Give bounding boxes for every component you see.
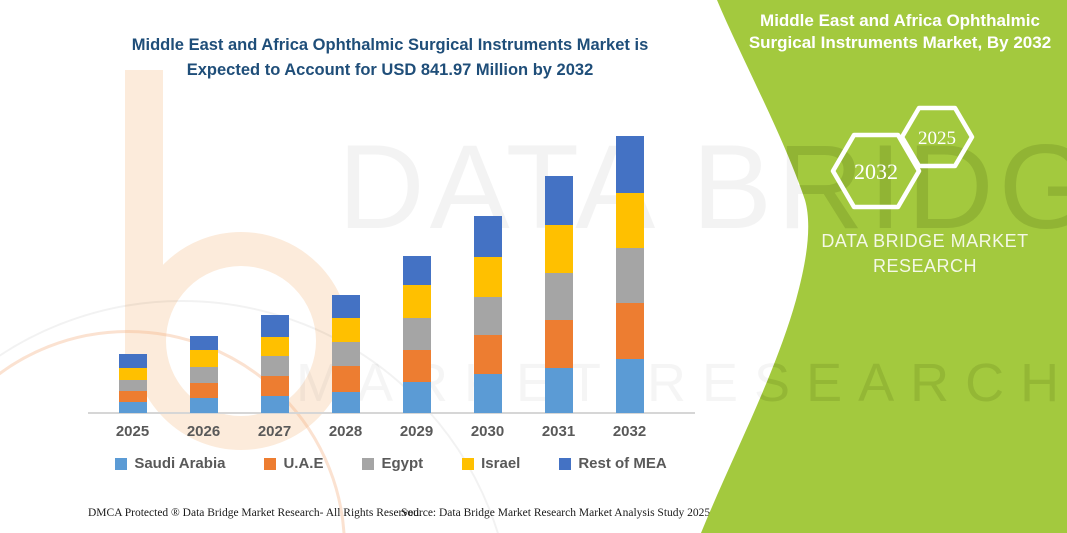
legend-item-rest-of-mea: Rest of MEA: [559, 455, 667, 472]
stacked-bar-2026: [189, 336, 218, 413]
x-axis-label-2028: 2028: [328, 423, 363, 440]
bar-segment-saudi-arabia-2026: [189, 397, 218, 413]
bar-segment-u-a-e-2027: [260, 375, 289, 396]
legend-label: Rest of MEA: [578, 455, 667, 472]
bar-segment-rest-of-mea-2026: [189, 336, 218, 350]
legend-label: Israel: [481, 455, 521, 472]
bar-segment-egypt-2032: [615, 247, 644, 303]
bar-segment-egypt-2030: [473, 297, 502, 336]
stacked-bar-2031: [544, 176, 573, 413]
legend-swatch-icon: [559, 457, 572, 470]
bar-segment-egypt-2025: [118, 379, 147, 391]
legend: Saudi Arabia U.A.E Egypt Israel Rest of MEA: [85, 455, 697, 472]
bar-segment-rest-of-mea-2032: [615, 136, 644, 193]
chart-title-line1: Middle East and Africa Ophthalmic Surgic…: [131, 36, 649, 54]
bar-segment-u-a-e-2025: [118, 390, 147, 402]
legend-item-israel: Israel: [462, 455, 520, 472]
x-axis-label-2025: 2025: [115, 423, 150, 440]
bar-segment-saudi-arabia-2029: [402, 382, 431, 413]
bar-segment-rest-of-mea-2029: [402, 256, 431, 286]
bar-segment-u-a-e-2032: [615, 302, 644, 359]
bar-segment-israel-2032: [615, 192, 644, 248]
x-axis-label-2030: 2030: [470, 423, 505, 440]
bar-segment-saudi-arabia-2028: [331, 391, 360, 413]
bar-segment-saudi-arabia-2031: [544, 367, 573, 413]
stacked-bar-2027: [260, 315, 289, 413]
stacked-bar-2028: [331, 295, 360, 413]
bar-segment-egypt-2026: [189, 366, 218, 383]
chart-title-line2: Expected to Account for USD 841.97 Milli…: [186, 61, 594, 79]
bar-segment-egypt-2028: [331, 341, 360, 367]
bar-segment-u-a-e-2028: [331, 366, 360, 392]
bar-segment-saudi-arabia-2025: [118, 402, 147, 413]
x-axis-label-2031: 2031: [541, 423, 576, 440]
legend-swatch-icon: [462, 457, 475, 470]
bar-segment-rest-of-mea-2030: [473, 216, 502, 258]
bar-segment-u-a-e-2029: [402, 349, 431, 382]
bar-segment-saudi-arabia-2027: [260, 395, 289, 413]
bar-segment-saudi-arabia-2030: [473, 373, 502, 413]
legend-item-egypt: Egypt: [362, 455, 423, 472]
stacked-bar-2029: [402, 256, 431, 413]
bar-segment-israel-2030: [473, 257, 502, 298]
bar-segment-rest-of-mea-2031: [544, 176, 573, 226]
x-axis-label-2032: 2032: [612, 423, 647, 440]
bar-segment-egypt-2027: [260, 355, 289, 376]
x-axis-line: [88, 412, 695, 414]
legend-swatch-icon: [264, 457, 277, 470]
bar-segment-israel-2026: [189, 349, 218, 367]
legend-label: Egypt: [381, 455, 424, 472]
bar-segment-u-a-e-2026: [189, 382, 218, 398]
footer-dmca-text: DMCA Protected ® Data Bridge Market Rese…: [88, 507, 422, 519]
bar-segment-u-a-e-2030: [473, 335, 502, 374]
x-axis-label-2026: 2026: [186, 423, 221, 440]
bar-segment-rest-of-mea-2027: [260, 315, 289, 338]
bar-segment-u-a-e-2031: [544, 319, 573, 368]
x-axis-label-2029: 2029: [399, 423, 434, 440]
legend-swatch-icon: [115, 457, 128, 470]
bar-segment-israel-2031: [544, 225, 573, 273]
bar-segment-egypt-2031: [544, 272, 573, 320]
bar-segment-israel-2027: [260, 337, 289, 356]
legend-swatch-icon: [362, 457, 375, 470]
bar-segment-rest-of-mea-2025: [118, 353, 147, 368]
stacked-bar-2032: [615, 136, 644, 413]
footer-source-text: Source: Data Bridge Market Research Mark…: [401, 507, 711, 519]
bar-segment-israel-2025: [118, 367, 147, 380]
bar-segment-rest-of-mea-2028: [331, 295, 360, 318]
bar-segment-israel-2028: [331, 317, 360, 342]
x-axis-label-2027: 2027: [257, 423, 292, 440]
stacked-bar-2030: [473, 216, 502, 413]
bar-segment-saudi-arabia-2032: [615, 358, 644, 413]
legend-item-u-a-e: U.A.E: [264, 455, 323, 472]
chart-title: Middle East and Africa Ophthalmic Surgic…: [60, 33, 720, 83]
bar-segment-egypt-2029: [402, 317, 431, 350]
legend-label: Saudi Arabia: [134, 455, 226, 472]
legend-label: U.A.E: [283, 455, 324, 472]
stacked-bar-2025: [118, 353, 147, 413]
bar-segment-israel-2029: [402, 285, 431, 318]
legend-item-saudi-arabia: Saudi Arabia: [115, 455, 225, 472]
